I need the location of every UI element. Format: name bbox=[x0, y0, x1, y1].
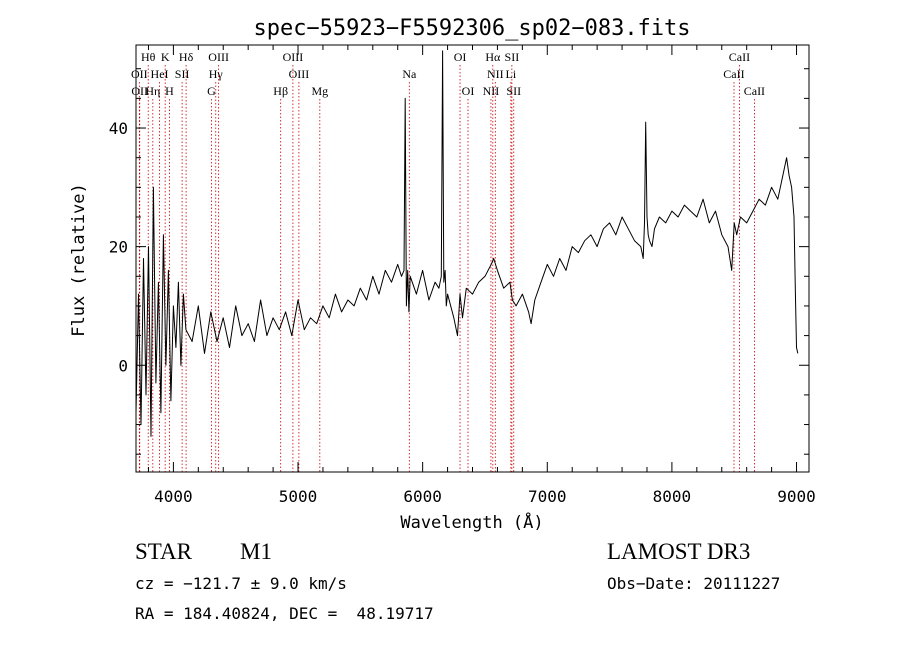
y-tick-label: 20 bbox=[109, 238, 128, 257]
emission-line-labels: Hθ K Hδ OIII OIII OI Hα SII CaII OII HeI SII Hγ OIII N… bbox=[131, 50, 765, 98]
object-class: STAR bbox=[135, 539, 192, 564]
line-label: H bbox=[165, 84, 174, 98]
plot-frame bbox=[135, 44, 810, 473]
line-label: SII bbox=[175, 67, 190, 81]
line-label: Li bbox=[506, 67, 517, 81]
line-label: Hα bbox=[485, 50, 501, 64]
line-label: Hη bbox=[145, 84, 160, 98]
y-axis-label: Flux (relative) bbox=[69, 183, 89, 337]
x-tick-label: 9000 bbox=[777, 487, 816, 506]
line-label: CaII bbox=[723, 67, 744, 81]
obs-date: Obs−Date: 20111227 bbox=[607, 574, 781, 593]
line-label: Mg bbox=[311, 84, 328, 98]
line-label: G bbox=[207, 84, 216, 98]
line-label: Hδ bbox=[179, 50, 194, 64]
chart-title: spec−55923−F5592306_sp02−083.fits bbox=[253, 16, 690, 41]
y-tick-label: 40 bbox=[109, 119, 128, 138]
y-tick-label: 0 bbox=[118, 356, 128, 375]
line-label: OII bbox=[131, 67, 148, 81]
x-tick-label: 6000 bbox=[403, 487, 442, 506]
line-label: OIII bbox=[208, 50, 229, 64]
line-label: Hθ bbox=[141, 50, 156, 64]
x-axis-label: Wavelength (Å) bbox=[400, 511, 543, 533]
line-label: NII bbox=[483, 84, 500, 98]
line-label: Na bbox=[402, 67, 417, 81]
redshift-cz: cz = −121.7 ± 9.0 km/s bbox=[135, 574, 347, 593]
line-label: K bbox=[161, 50, 170, 64]
x-axis-ticks: 4000 5000 6000 7000 8000 9000 bbox=[147, 45, 816, 506]
line-label: HeI bbox=[151, 67, 169, 81]
y-axis-ticks: 0 20 40 bbox=[109, 68, 809, 455]
line-label: OI bbox=[454, 50, 467, 64]
line-label: NII bbox=[487, 67, 504, 81]
line-label: CaII bbox=[744, 84, 765, 98]
line-label: OIII bbox=[283, 50, 304, 64]
x-tick-label: 8000 bbox=[653, 487, 692, 506]
line-label: Hγ bbox=[209, 67, 224, 81]
survey-name: LAMOST DR3 bbox=[607, 539, 751, 564]
line-label: OI bbox=[462, 84, 475, 98]
line-label: SII bbox=[506, 84, 521, 98]
x-tick-label: 5000 bbox=[279, 487, 318, 506]
line-label: CaII bbox=[729, 50, 750, 64]
x-tick-label: 4000 bbox=[154, 487, 193, 506]
line-label: Hβ bbox=[273, 84, 288, 98]
x-tick-label: 7000 bbox=[528, 487, 567, 506]
line-label: OIII bbox=[289, 67, 310, 81]
spectrum-series-line bbox=[135, 50, 799, 437]
emission-line-markers bbox=[138, 65, 755, 472]
object-subclass: M1 bbox=[240, 539, 272, 564]
line-label: SII bbox=[505, 50, 520, 64]
coordinates: RA = 184.40824, DEC = 48.19717 bbox=[135, 604, 434, 623]
